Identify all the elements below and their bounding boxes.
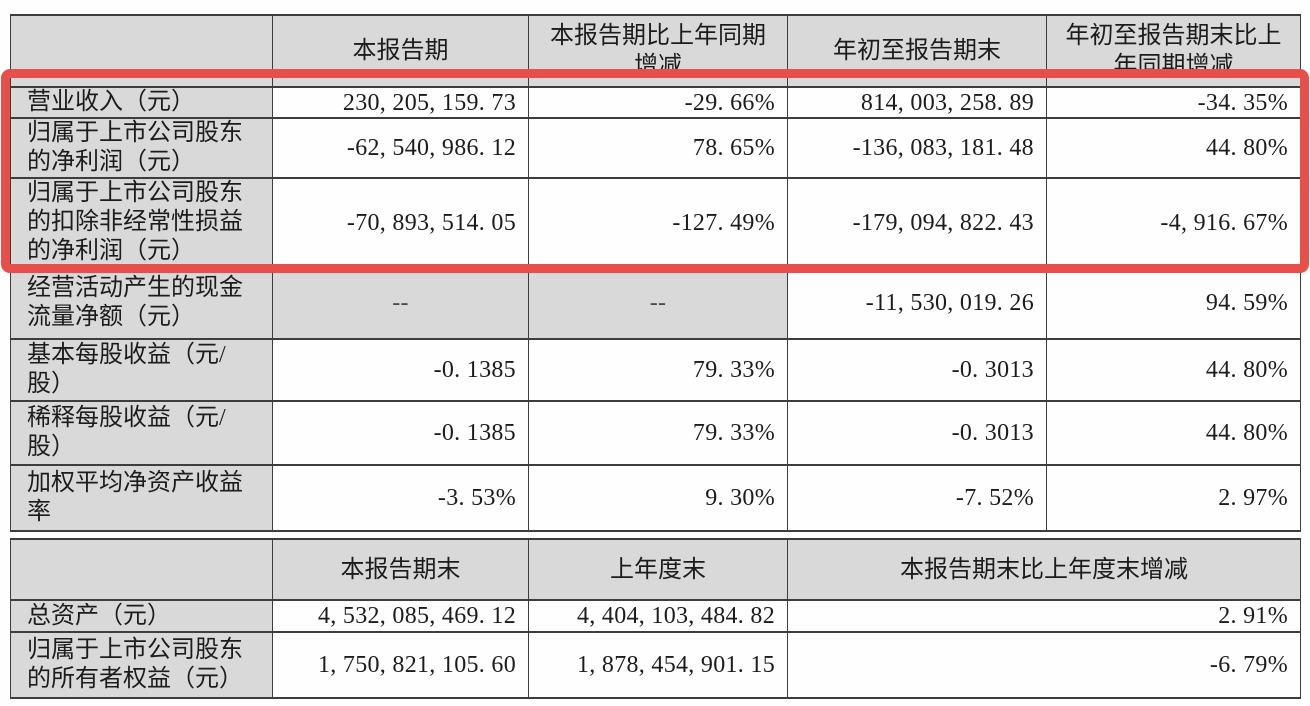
key-indicators-table: 本报告期 本报告期比上年同期 增减 年初至报告期末 年初至报告期末比上 年同期增… <box>10 14 1301 532</box>
header-cell-ytd-yoy-change: 年初至报告期末比上 年同期增减 <box>1046 14 1301 88</box>
value-cell: -11, 530, 019. 26 <box>787 266 1047 340</box>
value-cell-dash: -- <box>528 266 788 340</box>
row-label: 营业收入（元） <box>10 86 273 119</box>
value-cell: -0. 3013 <box>787 338 1047 402</box>
table-row-diluted-eps: 稀释每股收益（元/ 股） -0. 1385 79. 33% -0. 3013 4… <box>10 400 1301 466</box>
value-cell: 44. 80% <box>1046 117 1301 179</box>
value-cell: -6. 79% <box>787 631 1301 699</box>
header-cell-prior-year-end: 上年度末 <box>528 538 788 601</box>
row-label: 加权平均净资产收益 率 <box>10 464 273 532</box>
header-cell-current-period: 本报告期 <box>272 14 529 88</box>
header-row: 本报告期 本报告期比上年同期 增减 年初至报告期末 年初至报告期末比上 年同期增… <box>10 14 1301 88</box>
value-cell: -0. 3013 <box>787 400 1047 466</box>
row-label: 归属于上市公司股东 的净利润（元） <box>10 117 273 179</box>
table-row-basic-eps: 基本每股收益（元/ 股） -0. 1385 79. 33% -0. 3013 4… <box>10 338 1301 402</box>
row-label: 经营活动产生的现金 流量净额（元） <box>10 266 273 340</box>
row-label: 基本每股收益（元/ 股） <box>10 338 273 402</box>
value-cell: 2. 91% <box>787 599 1301 633</box>
value-cell: 44. 80% <box>1046 338 1301 402</box>
value-cell: -7. 52% <box>787 464 1047 532</box>
table-row-net-profit-excl-nonrecurring: 归属于上市公司股东 的扣除非经常性损益 的净利润（元） -70, 893, 51… <box>10 177 1301 268</box>
header-row: 本报告期末 上年度末 本报告期末比上年度末增减 <box>10 538 1301 601</box>
value-cell: 4, 404, 103, 484. 82 <box>528 599 788 633</box>
table-row-weighted-avg-roe: 加权平均净资产收益 率 -3. 53% 9. 30% -7. 52% 2. 97… <box>10 464 1301 532</box>
row-label: 归属于上市公司股东 的所有者权益（元） <box>10 631 273 699</box>
value-cell: 1, 750, 821, 105. 60 <box>272 631 529 699</box>
table-row-equity: 归属于上市公司股东 的所有者权益（元） 1, 750, 821, 105. 60… <box>10 631 1301 699</box>
table-row-revenue: 营业收入（元） 230, 205, 159. 73 -29. 66% 814, … <box>10 86 1301 119</box>
value-cell: -70, 893, 514. 05 <box>272 177 529 268</box>
header-cell-blank <box>10 14 273 88</box>
header-cell-ytd: 年初至报告期末 <box>787 14 1047 88</box>
value-cell: -34. 35% <box>1046 86 1301 119</box>
value-cell: -127. 49% <box>528 177 788 268</box>
value-cell: -136, 083, 181. 48 <box>787 117 1047 179</box>
value-cell: 9. 30% <box>528 464 788 532</box>
value-cell: -3. 53% <box>272 464 529 532</box>
value-cell: -0. 1385 <box>272 400 529 466</box>
value-cell: 4, 532, 085, 469. 12 <box>272 599 529 633</box>
value-cell: 94. 59% <box>1046 266 1301 340</box>
value-cell: -62, 540, 986. 12 <box>272 117 529 179</box>
table-row-operating-cash-flow: 经营活动产生的现金 流量净额（元） -- -- -11, 530, 019. 2… <box>10 266 1301 340</box>
value-cell: 814, 003, 258. 89 <box>787 86 1047 119</box>
period-end-table: 本报告期末 上年度末 本报告期末比上年度末增减 总资产（元） 4, 532, 0… <box>10 538 1301 699</box>
header-cell-period-end: 本报告期末 <box>272 538 529 601</box>
value-cell: -179, 094, 822. 43 <box>787 177 1047 268</box>
table-row-net-profit: 归属于上市公司股东 的净利润（元） -62, 540, 986. 12 78. … <box>10 117 1301 179</box>
value-cell: 230, 205, 159. 73 <box>272 86 529 119</box>
table-row-total-assets: 总资产（元） 4, 532, 085, 469. 12 4, 404, 103,… <box>10 599 1301 633</box>
value-cell: -0. 1385 <box>272 338 529 402</box>
value-cell-dash: -- <box>272 266 529 340</box>
header-cell-change-vs-prior-year-end: 本报告期末比上年度末增减 <box>787 538 1301 601</box>
row-label: 归属于上市公司股东 的扣除非经常性损益 的净利润（元） <box>10 177 273 268</box>
value-cell: 79. 33% <box>528 338 788 402</box>
value-cell: -29. 66% <box>528 86 788 119</box>
value-cell: 78. 65% <box>528 117 788 179</box>
header-cell-period-yoy-change: 本报告期比上年同期 增减 <box>528 14 788 88</box>
value-cell: 79. 33% <box>528 400 788 466</box>
value-cell: 2. 97% <box>1046 464 1301 532</box>
value-cell: 1, 878, 454, 901. 15 <box>528 631 788 699</box>
value-cell: -4, 916. 67% <box>1046 177 1301 268</box>
row-label: 稀释每股收益（元/ 股） <box>10 400 273 466</box>
row-label: 总资产（元） <box>10 599 273 633</box>
value-cell: 44. 80% <box>1046 400 1301 466</box>
header-cell-blank <box>10 538 273 601</box>
